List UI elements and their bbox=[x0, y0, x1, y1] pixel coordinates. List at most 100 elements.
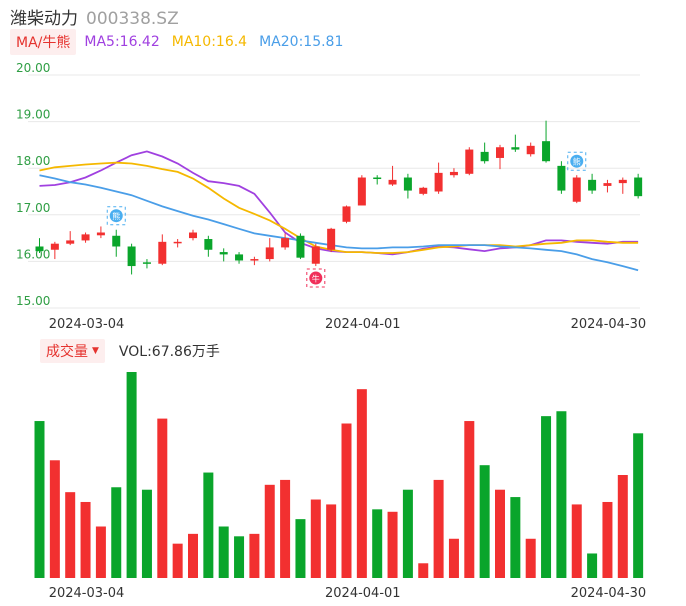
ma20-line bbox=[39, 174, 639, 272]
ma-legend: MA/牛熊 MA5:16.42 MA10:16.4 MA20:15.81 bbox=[10, 29, 355, 55]
candle bbox=[296, 233, 305, 260]
volume-bar bbox=[126, 372, 137, 578]
candle-body bbox=[342, 206, 351, 222]
price-grid bbox=[28, 74, 640, 309]
candle-body bbox=[81, 234, 90, 241]
volume-bar bbox=[617, 475, 628, 578]
candle-body bbox=[388, 179, 397, 185]
signal-label: 熊 bbox=[112, 211, 120, 221]
volume-indicator-button[interactable]: 成交量 ▼ bbox=[40, 339, 105, 363]
volume-x-tick: 2024-03-04 bbox=[49, 586, 125, 601]
volume-x-tick: 2024-04-01 bbox=[325, 586, 401, 601]
signal-marker: 熊 bbox=[567, 151, 587, 171]
candlesticks bbox=[35, 120, 643, 275]
candle bbox=[81, 232, 90, 243]
candle bbox=[419, 186, 428, 196]
volume-value: VOL:67.86万手 bbox=[118, 344, 220, 360]
candle-body bbox=[219, 252, 228, 255]
volume-bar bbox=[587, 553, 598, 578]
ma10-line bbox=[39, 161, 639, 254]
candle-body bbox=[557, 165, 566, 191]
candle bbox=[142, 259, 151, 269]
volume-bar bbox=[295, 519, 306, 578]
price-x-tick: 2024-03-04 bbox=[49, 317, 125, 332]
candle-body bbox=[588, 179, 597, 191]
candle bbox=[357, 175, 366, 206]
candle-body bbox=[296, 235, 305, 258]
candle bbox=[112, 229, 121, 257]
candle-body bbox=[96, 232, 105, 236]
signal-frame bbox=[106, 206, 126, 226]
candle bbox=[403, 173, 412, 199]
candle-body bbox=[127, 246, 136, 267]
candle-body bbox=[526, 145, 535, 155]
price-x-tick: 2024-04-01 bbox=[325, 317, 401, 332]
candle bbox=[465, 147, 474, 176]
candle-body bbox=[112, 235, 121, 247]
signal-dot bbox=[309, 271, 323, 285]
candle bbox=[449, 168, 458, 178]
candle bbox=[127, 243, 136, 275]
candle-body bbox=[142, 262, 151, 264]
candle bbox=[603, 179, 612, 193]
candle bbox=[50, 241, 59, 260]
volume-bar bbox=[433, 479, 444, 578]
candle-body bbox=[327, 228, 336, 250]
volume-legend: 成交量 ▼ VOL:67.86万手 bbox=[40, 339, 220, 363]
candle bbox=[634, 173, 643, 199]
volume-bar bbox=[402, 489, 413, 578]
signal-marker: 熊 bbox=[106, 206, 126, 226]
volume-bar bbox=[602, 501, 613, 578]
volume-bar bbox=[141, 489, 152, 578]
candle bbox=[618, 177, 627, 194]
volume-x-axis: 2024-03-04 2024-04-01 2024-04-30 bbox=[49, 586, 646, 601]
candle bbox=[511, 134, 520, 152]
volume-bar bbox=[310, 499, 321, 578]
volume-bar bbox=[234, 536, 245, 578]
volume-bar bbox=[172, 543, 183, 578]
stock-code: 000338.SZ bbox=[86, 9, 179, 29]
candle-body bbox=[419, 187, 428, 194]
volume-bar bbox=[111, 487, 122, 578]
candle-body bbox=[603, 183, 612, 186]
volume-bar bbox=[418, 563, 429, 578]
signal-dot bbox=[109, 209, 123, 223]
volume-bar bbox=[571, 504, 582, 578]
candle bbox=[480, 142, 489, 164]
ma-indicator-button[interactable]: MA/牛熊 bbox=[10, 29, 77, 55]
candle bbox=[35, 238, 44, 254]
candle bbox=[173, 239, 182, 248]
volume-bar bbox=[280, 479, 291, 578]
candle-body bbox=[189, 232, 197, 239]
candle bbox=[542, 120, 551, 163]
candle-body bbox=[250, 259, 259, 261]
candle-body bbox=[35, 246, 44, 252]
candle-body bbox=[634, 177, 643, 197]
volume-bar bbox=[479, 465, 490, 578]
candle bbox=[572, 175, 581, 204]
volume-bar bbox=[218, 526, 229, 578]
volume-bar bbox=[341, 423, 352, 578]
stock-header: 潍柴动力 000338.SZ bbox=[10, 4, 179, 29]
volume-bar bbox=[249, 533, 260, 578]
candle bbox=[388, 165, 397, 186]
volume-bar bbox=[34, 421, 45, 578]
volume-bar bbox=[633, 433, 644, 578]
volume-bars bbox=[34, 372, 644, 578]
candle-body bbox=[265, 247, 274, 260]
candle bbox=[588, 173, 597, 194]
price-y-tick: 19.00 bbox=[16, 108, 50, 122]
candle-body bbox=[542, 141, 551, 162]
candle bbox=[434, 162, 443, 194]
price-y-tick: 15.00 bbox=[16, 294, 50, 308]
ma5-line bbox=[39, 150, 639, 256]
stock-name: 潍柴动力 bbox=[10, 9, 78, 29]
signal-frame bbox=[567, 151, 587, 171]
candle bbox=[265, 238, 274, 262]
volume-bar bbox=[464, 421, 475, 578]
candle bbox=[189, 229, 197, 241]
volume-bar bbox=[495, 489, 505, 578]
candle bbox=[219, 248, 228, 262]
candle-body bbox=[281, 238, 290, 248]
volume-bar bbox=[65, 492, 76, 578]
